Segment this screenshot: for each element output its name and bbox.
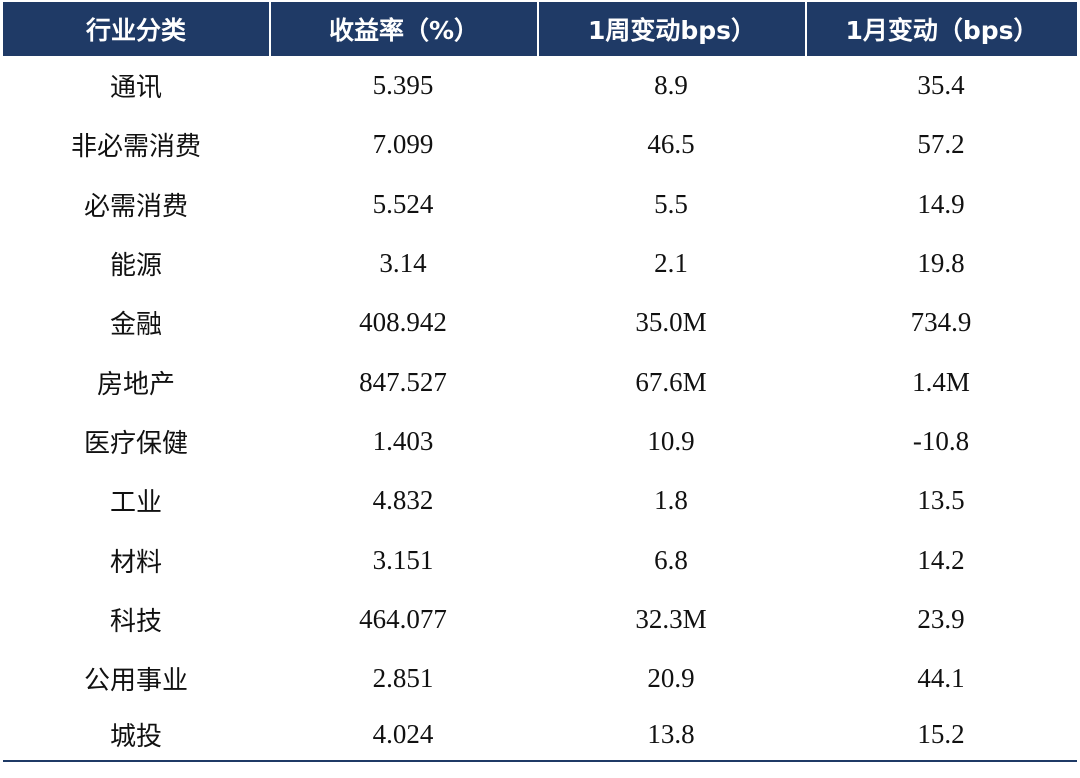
table-row: 金融 408.942 35.0M 734.9 bbox=[3, 293, 1077, 352]
header-yield: 收益率（%） bbox=[269, 2, 537, 56]
cell-yield: 847.527 bbox=[359, 366, 447, 397]
header-month-change: 1月变动（bps） bbox=[805, 2, 1077, 56]
table-row: 科技 464.077 32.3M 23.9 bbox=[3, 590, 1077, 649]
cell-category: 医疗保健 bbox=[83, 428, 188, 459]
table-row: 房地产 847.527 67.6M 1.4M bbox=[3, 352, 1077, 411]
cell-category: 工业 bbox=[109, 488, 162, 519]
cell-week-change: 20.9 bbox=[647, 663, 695, 694]
cell-month-change: 23.9 bbox=[917, 603, 965, 634]
cell-yield: 4.832 bbox=[372, 485, 434, 516]
table-row: 医疗保健 1.403 10.9 -10.8 bbox=[3, 412, 1077, 471]
cell-month-change: 19.8 bbox=[917, 248, 965, 279]
cell-week-change: 46.5 bbox=[647, 129, 695, 160]
cell-week-change: 35.0M bbox=[635, 307, 707, 338]
cell-month-change: 13.5 bbox=[917, 485, 965, 516]
cell-yield: 4.024 bbox=[269, 708, 537, 763]
cell-category: 通讯 bbox=[109, 73, 162, 104]
cell-category: 金融 bbox=[109, 310, 162, 341]
yield-table-container: 行业分类 收益率（%） 1周变动bps） 1月变动（bps） 通讯 5.395 8.… bbox=[3, 2, 1077, 763]
cell-month-change: 57.2 bbox=[917, 129, 965, 160]
cell-yield: 3.151 bbox=[372, 544, 434, 575]
table-row: 工业 4.832 1.8 13.5 bbox=[3, 471, 1077, 530]
cell-week-change: 1.8 bbox=[654, 485, 688, 516]
table-body: 通讯 5.395 8.9 35.4 非必需消费 7.099 46.5 57.2 必需消费 5.52… bbox=[3, 56, 1077, 763]
cell-week-change: 2.1 bbox=[654, 248, 688, 279]
table-row: 通讯 5.395 8.9 35.4 bbox=[3, 56, 1077, 115]
yield-table: 行业分类 收益率（%） 1周变动bps） 1月变动（bps） 通讯 5.395 8.… bbox=[3, 2, 1077, 763]
header-row: 行业分类 收益率（%） 1周变动bps） 1月变动（bps） bbox=[3, 2, 1077, 56]
header-week-change: 1周变动bps） bbox=[537, 2, 805, 56]
cell-category: 必需消费 bbox=[83, 191, 188, 222]
table-row: 材料 3.151 6.8 14.2 bbox=[3, 530, 1077, 589]
cell-category: 科技 bbox=[109, 606, 162, 637]
table-row: 必需消费 5.524 5.5 14.9 bbox=[3, 175, 1077, 234]
cell-week-change: 13.8 bbox=[537, 708, 805, 763]
cell-category: 房地产 bbox=[96, 369, 175, 400]
cell-yield: 3.14 bbox=[379, 248, 427, 279]
table-row: 非必需消费 7.099 46.5 57.2 bbox=[3, 115, 1077, 174]
cell-month-change: 44.1 bbox=[917, 663, 965, 694]
cell-week-change: 5.5 bbox=[654, 188, 688, 219]
table-row: 公用事业 2.851 20.9 44.1 bbox=[3, 649, 1077, 708]
cell-week-change: 10.9 bbox=[647, 425, 695, 456]
cell-month-change: 734.9 bbox=[910, 307, 972, 338]
cell-category: 非必需消费 bbox=[70, 132, 201, 163]
cell-week-change: 8.9 bbox=[654, 70, 688, 101]
cell-month-change: 15.2 bbox=[805, 708, 1077, 763]
header-category: 行业分类 bbox=[3, 2, 269, 56]
cell-yield: 5.524 bbox=[372, 188, 434, 219]
cell-week-change: 67.6M bbox=[635, 366, 707, 397]
cell-category: 城投 bbox=[3, 708, 269, 763]
table-row: 能源 3.14 2.1 19.8 bbox=[3, 234, 1077, 293]
cell-category: 能源 bbox=[109, 251, 162, 282]
cell-month-change: 1.4M bbox=[912, 366, 970, 397]
cell-week-change: 6.8 bbox=[654, 544, 688, 575]
cell-category: 材料 bbox=[109, 547, 162, 578]
cell-yield: 2.851 bbox=[372, 663, 434, 694]
cell-yield: 464.077 bbox=[359, 603, 447, 634]
cell-month-change: 35.4 bbox=[917, 70, 965, 101]
cell-week-change: 32.3M bbox=[635, 603, 707, 634]
cell-category: 公用事业 bbox=[83, 666, 188, 697]
table-row: 城投 4.024 13.8 15.2 bbox=[3, 708, 1077, 763]
cell-yield: 5.395 bbox=[372, 70, 434, 101]
cell-month-change: 14.9 bbox=[917, 188, 965, 219]
cell-month-change: 14.2 bbox=[917, 544, 965, 575]
cell-month-change: -10.8 bbox=[912, 425, 970, 456]
cell-yield: 7.099 bbox=[372, 129, 434, 160]
cell-yield: 1.403 bbox=[372, 425, 434, 456]
cell-yield: 408.942 bbox=[359, 307, 447, 338]
